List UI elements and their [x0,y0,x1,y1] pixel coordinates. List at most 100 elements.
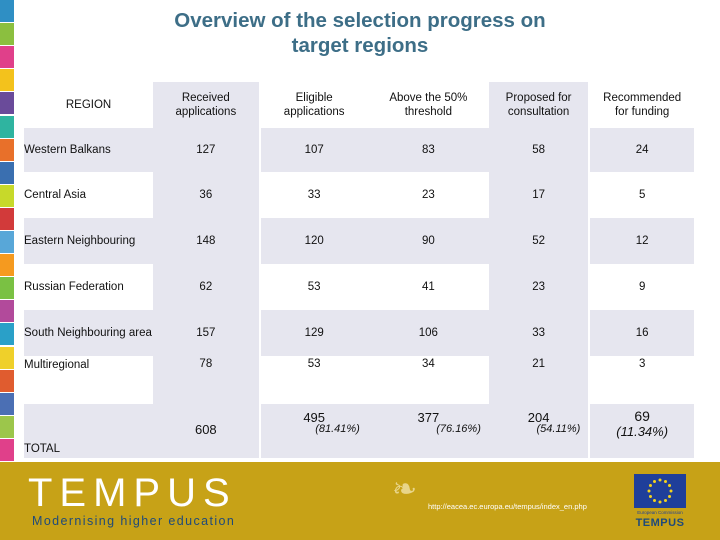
above-cell: 83 [367,128,489,172]
footer-url-link[interactable]: http://eacea.ec.europa.eu/tempus/index_e… [428,502,587,511]
total-eligible-percent: (81.41%) [315,423,360,435]
strip-segment [0,392,14,415]
strip-segment [0,69,14,92]
proposed-cell: 58 [488,128,591,172]
strip-segment [0,184,14,207]
page-title: Overview of the selection progress on ta… [60,8,660,58]
eu-star [648,495,652,498]
total-recommended-percent: (11.34%) [616,424,669,439]
title-line-2: target regions [291,34,429,57]
recommended-cell: 5 [590,172,694,218]
header-recommended-line1: Recommended [603,92,682,104]
swirl-icon: ❧ [392,473,418,506]
recommended-cell: 3 [590,356,694,404]
header-received: Received applications [153,82,261,128]
table-row: Multiregional 78 53 34 21 3 [24,356,694,404]
received-cell: 36 [153,172,261,218]
received-cell: 127 [153,128,261,172]
above-cell: 90 [367,218,489,264]
header-recommended-line2: for funding [614,106,670,118]
above-cell: 41 [367,264,489,310]
header-proposed: Proposed for consultation [488,82,591,128]
total-row: TOTAL 608 495 (81.41%) 377 (76.16%) 204 … [24,404,694,458]
header-proposed-line2: consultation [507,106,570,118]
strip-segment [0,207,14,230]
header-above-line1: Above the 50% [389,92,468,104]
header-received-line1: Received [181,92,230,104]
eu-star [664,499,667,503]
eu-logo: European Commission TEMPUS [628,472,692,534]
above-cell: 106 [367,310,489,356]
eu-label: European Commission [637,510,683,515]
table-row: Eastern Neighbouring 148 120 90 52 12 [24,218,694,264]
eu-star [647,489,651,493]
footer-banner: TEMPUS Modernising higher education [0,462,720,540]
strip-segment [0,415,14,438]
strip-segment [0,0,14,23]
header-eligible: Eligible applications [260,82,368,128]
total-above-cell: 377 (76.16%) [367,404,489,458]
proposed-cell: 17 [488,172,591,218]
eu-star [669,489,673,493]
region-cell: Eastern Neighbouring [24,218,154,264]
table-row: Western Balkans 127 107 83 58 24 [24,128,694,172]
eu-star [648,484,652,487]
table-row: South Neighbouring area 157 129 106 33 1… [24,310,694,356]
eligible-cell: 107 [260,128,368,172]
decorative-color-strip [0,0,14,462]
above-cell: 34 [367,356,489,404]
total-eligible-cell: 495 (81.41%) [260,404,368,458]
total-recommended: 69 [634,408,650,424]
strip-segment [0,115,14,138]
region-cell: South Neighbouring area [24,310,154,356]
total-proposed-percent: (54.11%) [536,423,581,435]
received-cell: 62 [153,264,261,310]
eu-star [653,479,656,483]
strip-segment [0,46,14,69]
eu-star [658,478,662,482]
table-header-row: REGION Received applications Eligible ap… [24,82,694,128]
header-received-line2: applications [175,106,237,118]
total-received: 608 [194,422,217,437]
header-eligible-line2: applications [283,106,345,118]
recommended-cell: 12 [590,218,694,264]
proposed-cell: 21 [488,356,591,404]
total-proposed-cell: 204 (54.11%) [488,404,591,458]
tempus-logo: TEMPUS [28,471,237,515]
region-cell: Central Asia [24,172,154,218]
header-proposed-line1: Proposed for [505,92,572,104]
received-cell: 78 [153,356,261,404]
recommended-cell: 9 [590,264,694,310]
proposed-cell: 33 [488,310,591,356]
received-cell: 157 [153,310,261,356]
received-cell: 148 [153,218,261,264]
proposed-cell: 23 [488,264,591,310]
recommended-cell: 16 [590,310,694,356]
eu-star [653,499,656,503]
strip-segment [0,346,14,369]
strip-segment [0,254,14,277]
strip-segment [0,138,14,161]
eu-star [664,479,667,483]
header-eligible-line1: Eligible [295,92,333,104]
eu-flag-icon [634,474,686,508]
total-above-percent: (76.16%) [436,423,481,435]
eu-star [668,495,672,498]
title-line-1: Overview of the selection progress on [174,9,546,32]
eu-tempus-label: TEMPUS [635,517,685,529]
header-region: REGION [24,82,154,128]
eligible-cell: 129 [260,310,368,356]
total-above: 377 [417,410,440,425]
header-above-line2: threshold [404,106,453,118]
above-cell: 23 [367,172,489,218]
region-cell: Multiregional [24,356,154,404]
eu-star [658,500,662,504]
recommended-cell: 24 [590,128,694,172]
strip-segment [0,23,14,46]
strip-segment [0,161,14,184]
total-proposed: 204 [527,410,550,425]
total-label: TOTAL [24,404,154,458]
strip-segment [0,369,14,392]
eligible-cell: 33 [260,172,368,218]
table-row: Central Asia 36 33 23 17 5 [24,172,694,218]
